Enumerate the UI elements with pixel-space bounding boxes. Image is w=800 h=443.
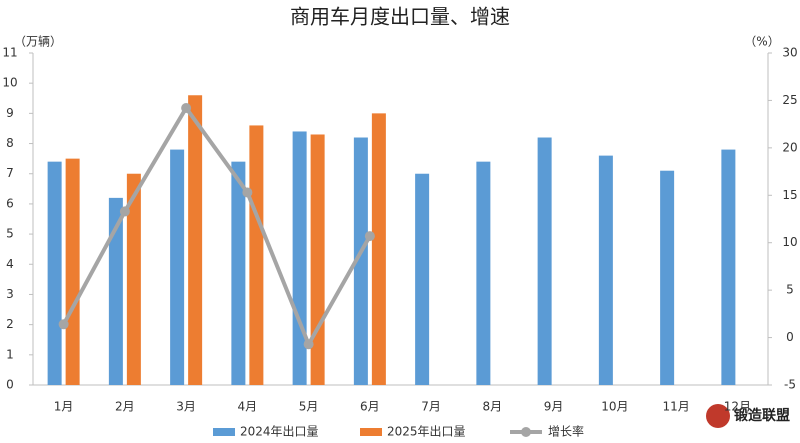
y-tick-label: 0: [6, 378, 14, 392]
bar: [170, 149, 185, 385]
bar: [47, 161, 62, 385]
y-tick-label: 2: [6, 317, 14, 331]
y-tick-label: 11: [2, 46, 17, 60]
line: [61, 104, 372, 349]
x-tick-label: 9月: [544, 400, 564, 414]
y2-tick-label: -5: [784, 378, 796, 392]
chart-title: 商用车月度出口量、增速: [290, 5, 510, 29]
bar: [310, 134, 325, 385]
legend-marker: [521, 427, 531, 437]
bar: [660, 170, 675, 385]
x-tick-label: 11月: [662, 400, 689, 414]
x-tick-label: 5月: [299, 400, 319, 414]
legend-label: 2025年出口量: [387, 425, 466, 439]
bar: [537, 137, 552, 385]
bar: [249, 125, 264, 385]
bar: [371, 113, 386, 385]
y2-tick-label: 20: [782, 140, 797, 154]
legend-swatch: [360, 428, 382, 436]
bar: [108, 197, 123, 385]
x-tick-label: 12月: [724, 400, 751, 414]
line-marker: [242, 187, 253, 198]
y2-tick-label: 15: [782, 188, 797, 202]
line-marker: [303, 339, 314, 350]
bar: [292, 131, 307, 385]
y-tick-label: 6: [6, 196, 14, 210]
bar: [188, 95, 203, 385]
y-tick-label: 3: [6, 287, 14, 301]
bar: [415, 173, 430, 385]
watermark: 锻造联盟: [734, 407, 790, 424]
y2-tick-label: 5: [786, 283, 794, 297]
x-tick-label: 1月: [54, 400, 74, 414]
x-tick-label: 2月: [115, 400, 135, 414]
line-marker: [58, 319, 69, 330]
legend-swatch: [213, 428, 235, 436]
x-tick-label: 7月: [421, 400, 441, 414]
bar: [353, 137, 368, 385]
y2-tick-label: 10: [782, 235, 797, 249]
line-marker: [119, 206, 130, 217]
line-marker: [364, 231, 375, 242]
y-tick-label: 4: [6, 257, 14, 271]
legend-label: 2024年出口量: [240, 425, 319, 439]
y-tick-label: 8: [6, 136, 14, 150]
watermark-icon: [706, 404, 730, 428]
y2-tick-label: 30: [782, 46, 797, 60]
bar: [476, 161, 491, 385]
bar: [598, 155, 613, 385]
y-axis-label: （万辆）: [14, 35, 62, 49]
y-tick-label: 7: [6, 166, 14, 180]
y-tick-label: 10: [2, 76, 17, 90]
y2-tick-label: 25: [782, 93, 797, 107]
bar: [126, 173, 141, 385]
x-tick-label: 6月: [360, 400, 380, 414]
x-tick-label: 4月: [238, 400, 258, 414]
y2-tick-label: 0: [786, 330, 794, 344]
y2-axis-label: （%）: [744, 35, 779, 49]
x-tick-label: 8月: [483, 400, 503, 414]
x-tick-label: 3月: [176, 400, 196, 414]
bar: [65, 158, 80, 385]
y-tick-label: 9: [6, 106, 14, 120]
legend-label: 增长率: [548, 424, 584, 439]
bar: [231, 161, 246, 385]
y-tick-label: 5: [6, 227, 14, 241]
y-tick-label: 1: [6, 347, 14, 361]
x-tick-label: 10月: [601, 400, 628, 414]
bar: [721, 149, 736, 385]
line-marker: [181, 103, 192, 114]
